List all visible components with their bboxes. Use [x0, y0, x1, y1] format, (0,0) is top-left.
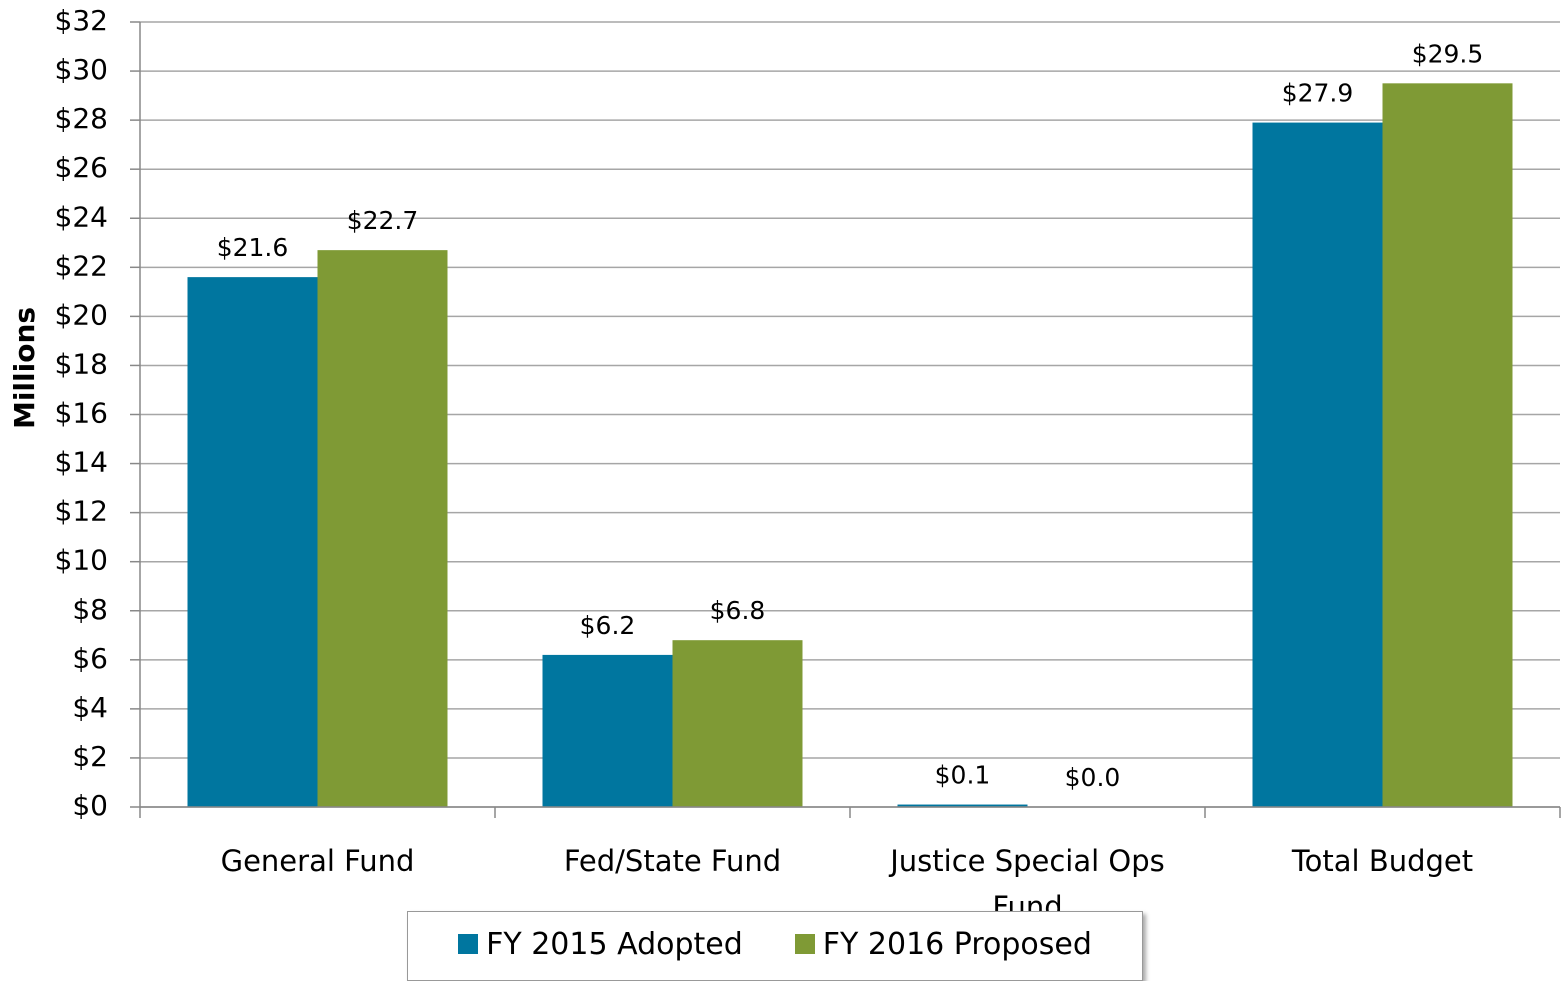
bar [187, 277, 318, 807]
y-tick-label: $12 [55, 495, 108, 528]
bar [542, 654, 673, 807]
y-tick-label: $32 [55, 4, 108, 37]
y-tick-label: $20 [55, 298, 108, 331]
y-tick-label: $8 [72, 593, 108, 626]
y-tick-label: $30 [55, 53, 108, 86]
y-tick-label: $2 [72, 740, 108, 773]
bar [1252, 122, 1383, 807]
y-tick-label: $22 [55, 249, 108, 282]
data-label: $6.2 [580, 611, 636, 640]
data-label: $22.7 [347, 206, 419, 235]
bar [1382, 83, 1513, 807]
data-label: $21.6 [217, 233, 289, 262]
x-tick-label: General Fund [220, 844, 415, 878]
y-tick-label: $24 [55, 200, 108, 233]
data-label: $27.9 [1282, 79, 1354, 108]
y-axis-title: Millions [8, 307, 41, 429]
bar [317, 250, 448, 807]
y-tick-label: $14 [55, 446, 108, 479]
y-tick-label: $6 [72, 642, 108, 675]
bar [897, 804, 1028, 807]
legend-item: FY 2016 Proposed [794, 924, 1092, 964]
legend-label: FY 2015 Adopted [486, 926, 743, 962]
data-label: $0.1 [935, 761, 991, 790]
x-tick-label: Total Budget [1291, 844, 1474, 878]
y-tick-label: $10 [55, 544, 108, 577]
y-tick-label: $26 [55, 151, 108, 184]
y-tick-label: $4 [72, 691, 108, 724]
legend-item: FY 2015 Adopted [458, 924, 743, 964]
data-label: $0.0 [1065, 763, 1121, 792]
legend: FY 2015 Adopted FY 2016 Proposed [407, 911, 1143, 981]
legend-swatch [794, 934, 815, 954]
y-tick-label: $28 [55, 102, 108, 135]
y-tick-label: $16 [55, 397, 108, 430]
bar [672, 640, 803, 807]
legend-label: FY 2016 Proposed [822, 926, 1092, 962]
x-tick-label: Fed/State Fund [563, 844, 782, 878]
legend-swatch [458, 934, 479, 954]
y-tick-label: $0 [72, 789, 108, 822]
y-tick-label: $18 [55, 347, 108, 380]
data-label: $6.8 [710, 596, 766, 625]
data-label: $29.5 [1412, 39, 1484, 68]
